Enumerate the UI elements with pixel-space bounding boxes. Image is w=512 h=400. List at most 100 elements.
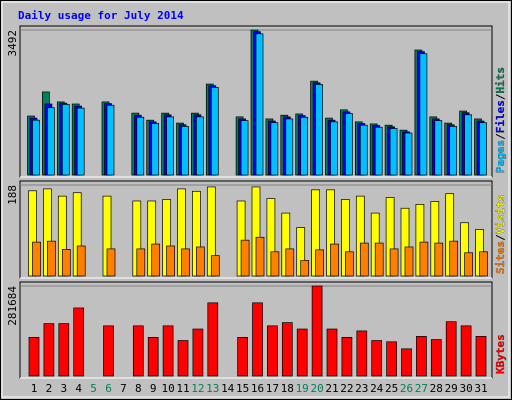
bar (300, 260, 310, 277)
x-tick-label: 27 (415, 382, 428, 395)
bar (270, 122, 279, 176)
x-tick-label: 20 (310, 382, 323, 395)
legend-separator: / (494, 234, 507, 241)
bar (270, 251, 280, 277)
bar (255, 236, 265, 277)
bar (136, 116, 145, 176)
x-tick-label: 12 (191, 382, 204, 395)
bar (281, 322, 293, 377)
x-tick-label: 14 (221, 382, 235, 395)
x-tick-label: 18 (281, 382, 294, 395)
x-tick-label: 16 (251, 382, 264, 395)
x-tick-label: 2 (46, 382, 53, 395)
bar (132, 325, 144, 377)
bar (389, 128, 398, 176)
legend-separator: / (494, 93, 507, 100)
x-tick-label: 11 (176, 382, 189, 395)
bar (61, 249, 71, 277)
bar (76, 245, 86, 277)
bar (103, 325, 114, 377)
bar (330, 243, 339, 277)
x-tick-label: 22 (340, 382, 353, 395)
x-tick-label: 24 (370, 382, 384, 395)
bar (58, 323, 70, 377)
y-tick-label: 3492 (6, 30, 19, 57)
x-tick-label: 31 (474, 382, 487, 395)
x-tick-label: 25 (385, 382, 398, 395)
x-tick-label: 28 (430, 382, 443, 395)
x-tick-label: 17 (266, 382, 279, 395)
bar (386, 341, 397, 377)
bar (210, 255, 220, 277)
bar (326, 328, 338, 377)
bar (196, 246, 205, 277)
x-tick-label: 5 (90, 382, 97, 395)
legend: Sites/Visits (494, 195, 507, 275)
bar (196, 116, 204, 176)
bar (192, 328, 204, 377)
bar (341, 336, 353, 377)
bar (374, 242, 384, 277)
bar (285, 118, 294, 176)
bar (210, 87, 219, 176)
legend-separator: / (494, 133, 507, 140)
bar (359, 242, 369, 277)
bar (147, 336, 159, 377)
bar (76, 107, 85, 176)
x-tick-label: 21 (325, 382, 338, 395)
bar (371, 340, 383, 377)
bar (47, 107, 55, 176)
bar (434, 242, 444, 277)
bar (359, 124, 368, 176)
legend-entry: Pages (494, 140, 507, 173)
bar (47, 240, 56, 277)
bar (240, 120, 249, 176)
bar (177, 340, 189, 377)
bar (475, 336, 487, 377)
bar (311, 285, 323, 377)
x-tick-label: 15 (236, 382, 249, 395)
bar (73, 307, 85, 377)
bar (479, 251, 488, 277)
bar (374, 126, 383, 176)
bar (330, 121, 338, 176)
bar (401, 348, 412, 377)
bar (419, 241, 429, 277)
bar (296, 328, 308, 377)
bar (28, 336, 40, 377)
y-tick-label: 281684 (6, 286, 19, 326)
bar (181, 126, 189, 176)
bar (404, 246, 414, 277)
bar (315, 84, 323, 176)
x-tick-label: 9 (150, 382, 157, 395)
legend-entry: Hits (494, 67, 507, 94)
bar (166, 116, 174, 176)
x-tick-label: 26 (400, 382, 413, 395)
bar (255, 33, 264, 176)
x-tick-label: 8 (135, 382, 142, 395)
bar (32, 241, 41, 277)
bar (404, 132, 413, 176)
bar (460, 325, 472, 377)
bar (181, 248, 190, 277)
bar (106, 104, 115, 176)
bar (464, 114, 472, 176)
legend: Pages/Files/Hits (494, 67, 507, 173)
x-tick-label: 1 (31, 382, 38, 395)
legend-entry: Sites (494, 241, 507, 274)
bar (240, 239, 250, 277)
x-tick-label: 13 (206, 382, 219, 395)
bar (136, 248, 146, 277)
bar (166, 245, 175, 277)
y-tick-label: 188 (6, 185, 19, 205)
x-tick-label: 10 (161, 382, 174, 395)
bar (464, 252, 473, 277)
bar (267, 325, 278, 377)
bar (106, 248, 116, 277)
bar (32, 119, 40, 176)
x-tick-label: 4 (75, 382, 82, 395)
x-tick-label: 6 (105, 382, 112, 395)
bar (434, 120, 443, 176)
bar (449, 240, 459, 277)
